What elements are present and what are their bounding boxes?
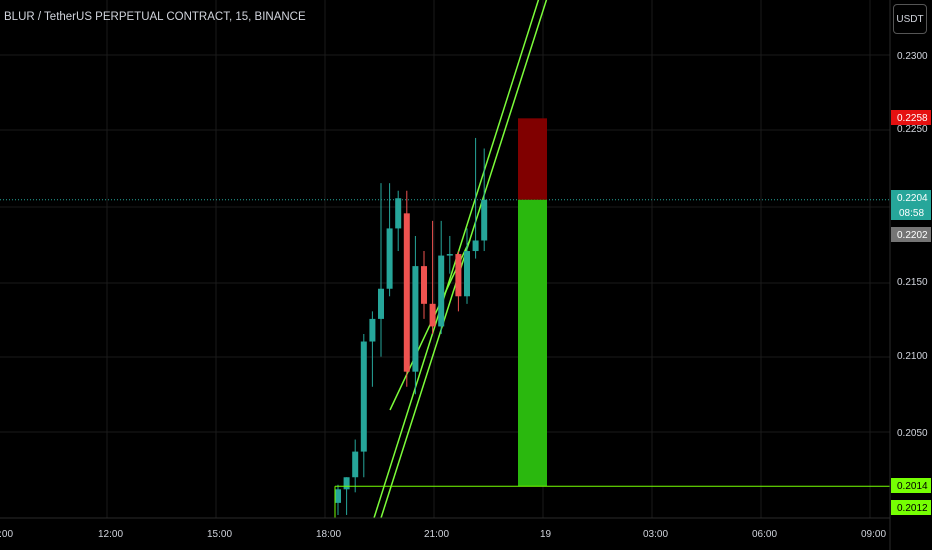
candle-body-12 xyxy=(438,255,445,327)
line-price-badge xyxy=(891,500,931,515)
candle-body-7 xyxy=(395,198,402,229)
currency-button[interactable]: USDT xyxy=(893,4,927,34)
price-tick-0.2050: 0.2050 xyxy=(897,428,928,439)
price-tick-0.2150: 0.2150 xyxy=(897,277,928,288)
candle-body-2 xyxy=(352,451,359,478)
candle-body-8 xyxy=(403,213,410,372)
stop-loss-badge-label: 0.2258 xyxy=(897,113,928,124)
price-tick-0.2300: 0.2300 xyxy=(897,51,928,62)
time-tick-1800: 18:00 xyxy=(316,529,341,540)
horizontal-line xyxy=(334,485,890,518)
candle-body-6 xyxy=(386,228,393,289)
candle-body-17 xyxy=(481,199,488,241)
price-tick-0.2250: 0.2250 xyxy=(897,124,928,135)
grey-price-badge xyxy=(891,227,931,242)
candle-body-5 xyxy=(378,288,384,319)
stop-loss-badge xyxy=(891,110,931,125)
symbol-title: BLUR / TetherUS PERPETUAL CONTRACT, 15, … xyxy=(4,11,306,23)
grey-price-badge-label: 0.2202 xyxy=(897,230,928,241)
price-tick-0.2100: 0.2100 xyxy=(897,351,928,362)
last-price-badge-label: 0.2204 xyxy=(897,193,928,204)
time-tick-2100: 21:00 xyxy=(424,529,449,540)
time-tick-1200: 12:00 xyxy=(98,529,123,540)
candle-body-14 xyxy=(455,254,462,297)
candle-body-4 xyxy=(369,318,376,342)
take-profit-zone xyxy=(518,199,547,487)
candle-body-15 xyxy=(464,251,470,297)
candle-body-13 xyxy=(446,254,453,256)
time-tick-19: 19 xyxy=(540,529,552,540)
take-profit-badge-label: 0.2014 xyxy=(897,481,928,492)
short-position-tool xyxy=(518,118,547,487)
time-tick-0300: 03:00 xyxy=(643,529,668,540)
time-tick-0900b: 09:00 xyxy=(861,529,886,540)
candle-body-10 xyxy=(421,266,427,304)
chart-grid xyxy=(0,0,890,518)
candlestick-series xyxy=(335,137,488,515)
candle-body-0 xyxy=(335,489,341,503)
candle-body-3 xyxy=(360,341,367,452)
countdown-label: 08:58 xyxy=(899,208,924,219)
time-tick-0900a: 09:00 xyxy=(0,529,13,540)
candle-body-9 xyxy=(412,266,419,372)
time-tick-1500: 15:00 xyxy=(207,529,232,540)
line-price-badge-label: 0.2012 xyxy=(897,503,928,514)
take-profit-badge xyxy=(891,478,931,493)
candle-body-11 xyxy=(429,303,436,327)
stop-loss-zone xyxy=(518,118,547,200)
last-price-badge xyxy=(891,190,931,220)
candle-body-16 xyxy=(472,240,479,252)
time-axis: 09:00 12:00 15:00 18:00 21:00 19 03:00 0… xyxy=(0,517,890,540)
time-tick-0600: 06:00 xyxy=(752,529,777,540)
candle-body-1 xyxy=(343,477,350,490)
price-axis: 0.2300 0.2250 0.2150 0.2100 0.2050 0.225… xyxy=(889,0,931,550)
